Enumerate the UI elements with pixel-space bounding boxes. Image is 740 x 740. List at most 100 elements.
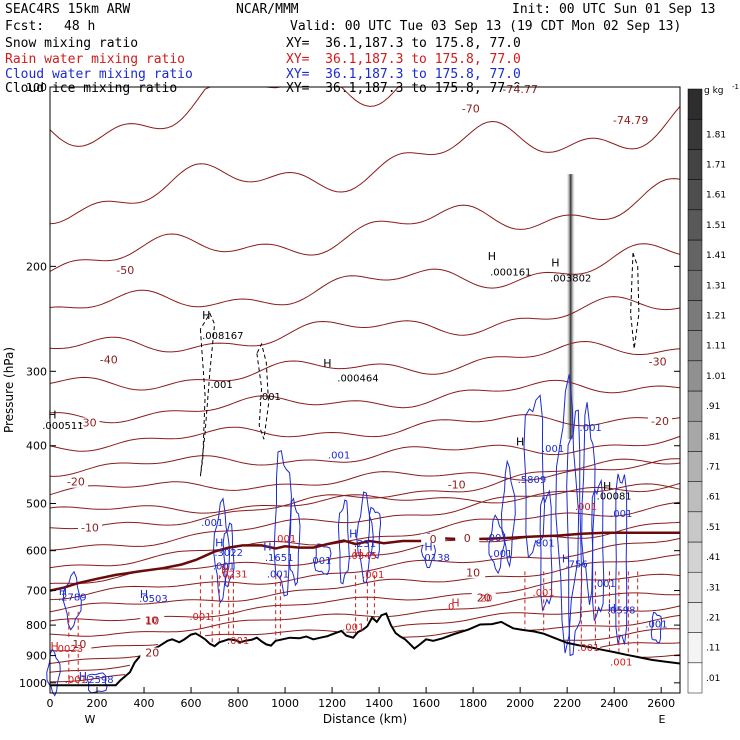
x-tick-label: 1200 <box>318 697 346 710</box>
isotherm-line <box>49 435 681 477</box>
temperature-label-bg <box>508 84 533 96</box>
cloud-contour-label: .001 <box>267 569 289 580</box>
cloud-maximum-value: .756 <box>565 559 587 570</box>
colorbar-swatch <box>687 662 703 694</box>
temperature-label-bg <box>96 354 121 366</box>
cloud-maximum-value: .3022 <box>214 548 243 559</box>
colorbar-swatch <box>687 360 703 392</box>
org-label: NCAR/MMM <box>236 2 299 17</box>
cloud-maximum-value: .5809 <box>518 475 547 486</box>
snow-contour-label: .001 <box>259 392 281 403</box>
isotherm-line <box>49 178 681 272</box>
colorbar-swatch <box>687 420 703 452</box>
x-tick-label: 2200 <box>553 697 581 710</box>
temperature-contour-label: -30 <box>79 417 97 430</box>
field-ice-xy: XY= 36.1,187.3 to 175.8, 77.0 <box>286 81 521 96</box>
temperature-contour-label: -74.77 <box>502 83 537 96</box>
model-title: SEAC4RS 15km ARW <box>5 2 131 17</box>
field-snow-xy: XY= 36.1,187.3 to 175.8, 77.0 <box>286 36 521 51</box>
cloud-water-contour <box>615 473 628 645</box>
colorbar-swatch <box>687 481 703 513</box>
isotherm-line <box>49 592 681 637</box>
y-tick-label: 500 <box>26 497 47 510</box>
colorbar-label: .01 <box>706 674 720 684</box>
cloud-water-contour <box>313 543 332 575</box>
x-tick-label: 1800 <box>459 697 487 710</box>
rain-contour-label: .001 <box>610 657 632 668</box>
rain-contour-label: 10 <box>145 615 158 626</box>
colorbar-label: 1.01 <box>706 372 726 382</box>
east-label: E <box>659 713 666 726</box>
colorbar-swatch <box>687 269 703 301</box>
cloud-water-contour <box>539 489 553 613</box>
cloud-contour-label: .001 <box>594 579 616 590</box>
maximum-h-marker: H <box>516 436 524 449</box>
forecast-label: Fcst: <box>5 19 45 34</box>
temperature-label-bg <box>471 592 496 604</box>
snow-maximum-value: .000464 <box>337 373 378 384</box>
maximum-h-marker: H <box>59 585 67 598</box>
temperature-contour-label: -40 <box>100 354 118 367</box>
cloud-maximum-value: .0598 <box>607 606 636 617</box>
x-tick-label: 2400 <box>600 697 628 710</box>
field-cloud-xy: XY= 36.1,187.3 to 175.8, 77.0 <box>286 67 521 82</box>
colorbar-label: 1.31 <box>706 281 726 291</box>
cloud-contour-label: .001 <box>486 533 508 544</box>
colorbar-label: .41 <box>706 553 720 563</box>
rain-maximum-value: .0231 <box>219 569 248 580</box>
colorbar-swatch <box>687 300 703 331</box>
temperature-contour-label: 20 <box>145 647 159 660</box>
field-rain-xy: XY= 36.1,187.3 to 175.8, 77.0 <box>286 52 521 67</box>
plot-frame <box>49 86 681 694</box>
colorbar-swatch <box>687 330 703 362</box>
cloud-maximum-value: .1651 <box>265 553 294 564</box>
maximum-h-marker: H <box>202 309 210 322</box>
colorbar-label: .61 <box>706 493 720 503</box>
colorbar-label: .81 <box>706 432 720 442</box>
snow-maximum-value: .000511 <box>42 421 83 432</box>
maximum-h-marker: H <box>551 256 559 269</box>
y-tick-label: 200 <box>26 260 47 273</box>
maximum-h-marker: H <box>424 541 432 554</box>
colorbar-swatch <box>687 239 703 271</box>
colorbar-swatch <box>687 118 703 150</box>
cloud-maximum-value: .0503 <box>139 594 168 605</box>
cloud-water-contour <box>650 611 663 644</box>
maximum-h-marker: H <box>140 588 148 601</box>
y-axis-label: Pressure (hPa) <box>2 347 16 433</box>
snow-contour-label: .001 <box>210 380 232 391</box>
maximum-h-marker: H <box>354 547 362 560</box>
isotherm-line <box>49 106 681 225</box>
cloud-water-contour <box>273 450 292 597</box>
cloud-contour-label: .001 <box>201 518 223 529</box>
temperature-label-bg <box>458 103 483 115</box>
cloud-water-contour <box>566 409 583 657</box>
rain-contour-label: .001 <box>533 588 555 599</box>
colorbar-swatch <box>687 390 703 422</box>
cloud-contour-label: .001 <box>328 450 350 461</box>
x-tick-label: 1400 <box>365 697 393 710</box>
x-tick-label: 400 <box>134 697 155 710</box>
temperature-label-bg <box>77 522 102 534</box>
temperature-label-bg <box>63 476 88 488</box>
temperature-label-bg <box>140 647 165 659</box>
temperature-contour-label: 10 <box>466 566 480 579</box>
cloud-contour-label: .001 <box>580 423 602 434</box>
colorbar-label: 1.11 <box>706 342 726 352</box>
isotherm-line <box>49 501 681 569</box>
temperature-contour-label: -10 <box>448 478 466 491</box>
colorbar-unit-exponent: -1 <box>732 83 739 91</box>
colorbar-label: 1.21 <box>706 312 726 322</box>
x-tick-label: 600 <box>181 697 202 710</box>
rain-contour-label: .001 <box>189 612 211 623</box>
cloud-contour-label: .001 <box>309 556 331 567</box>
x-tick-label: 2000 <box>506 697 534 710</box>
snow-contour <box>199 312 216 477</box>
field-cloud-name: Cloud water mixing ratio <box>5 67 193 82</box>
temperature-label-bg <box>140 615 165 627</box>
field-snow-name: Snow mixing ratio <box>5 36 139 51</box>
colorbar-swatch <box>687 88 703 120</box>
maximum-h-marker: H <box>488 250 496 263</box>
x-tick-label: 200 <box>87 697 108 710</box>
temperature-label-bg <box>461 567 486 579</box>
